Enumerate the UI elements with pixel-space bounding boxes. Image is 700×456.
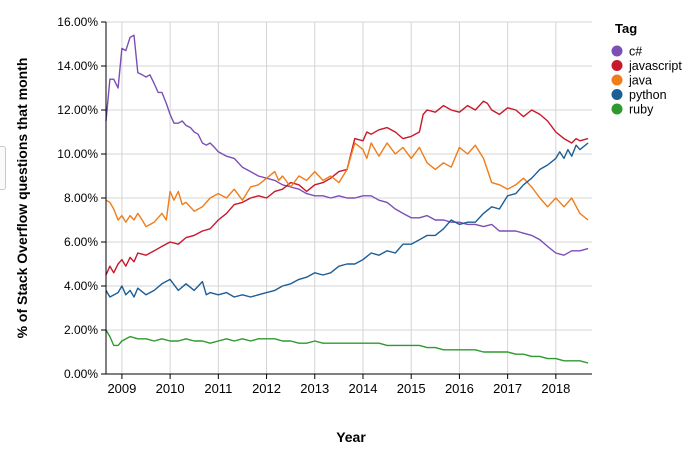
x-tick-label: 2009 (107, 381, 136, 396)
x-tick-label: 2016 (445, 381, 474, 396)
series-line-javascript (105, 100, 589, 276)
x-tick-label: 2010 (156, 381, 185, 396)
series-line-java (105, 142, 589, 228)
legend-swatch (611, 89, 623, 100)
y-tick-label: 4.00% (64, 279, 98, 293)
y-axis-title: % of Stack Overflow questions that month (14, 58, 30, 339)
legend-swatch (611, 74, 623, 86)
grid (106, 21, 592, 374)
legend-label: c# (629, 45, 642, 59)
x-tick-label: 2011 (204, 381, 232, 396)
series-lines (105, 34, 589, 364)
y-tick-label: 2.00% (64, 323, 98, 337)
legend-label: java (628, 74, 652, 88)
x-axis-title: Year (336, 429, 366, 445)
series-line-ruby (105, 329, 589, 364)
x-tick-label: 2015 (397, 381, 426, 396)
series-line-c (105, 34, 589, 256)
series-line-python (105, 142, 589, 298)
x-tick-label: 2018 (541, 381, 570, 396)
x-tick-label: 2017 (493, 381, 522, 396)
x-tick-label: 2014 (349, 381, 378, 396)
side-panel-tab[interactable] (0, 146, 6, 190)
legend-swatch (611, 45, 623, 57)
y-tick-label: 8.00% (64, 191, 98, 205)
y-tick-label: 14.00% (57, 59, 98, 73)
y-tick-label: 0.00% (64, 367, 98, 381)
legend-swatch (611, 60, 623, 71)
axes: 0.00% 2.00% 4.00% 6.00% 8.00% 10.00% 12.00% 14.… (57, 15, 592, 396)
x-tick-label: 2013 (300, 381, 329, 396)
y-tick-label: 12.00% (57, 103, 98, 117)
legend-label: javascript (628, 59, 682, 73)
legend-label: python (629, 88, 667, 102)
y-tick-label: 16.00% (57, 15, 98, 29)
legend-swatch (611, 103, 623, 115)
legend-title: Tag (615, 21, 637, 36)
x-tick-label: 2012 (252, 381, 281, 396)
legend-label: ruby (629, 103, 654, 117)
y-tick-label: 6.00% (64, 235, 98, 249)
y-tick-label: 10.00% (57, 147, 98, 161)
